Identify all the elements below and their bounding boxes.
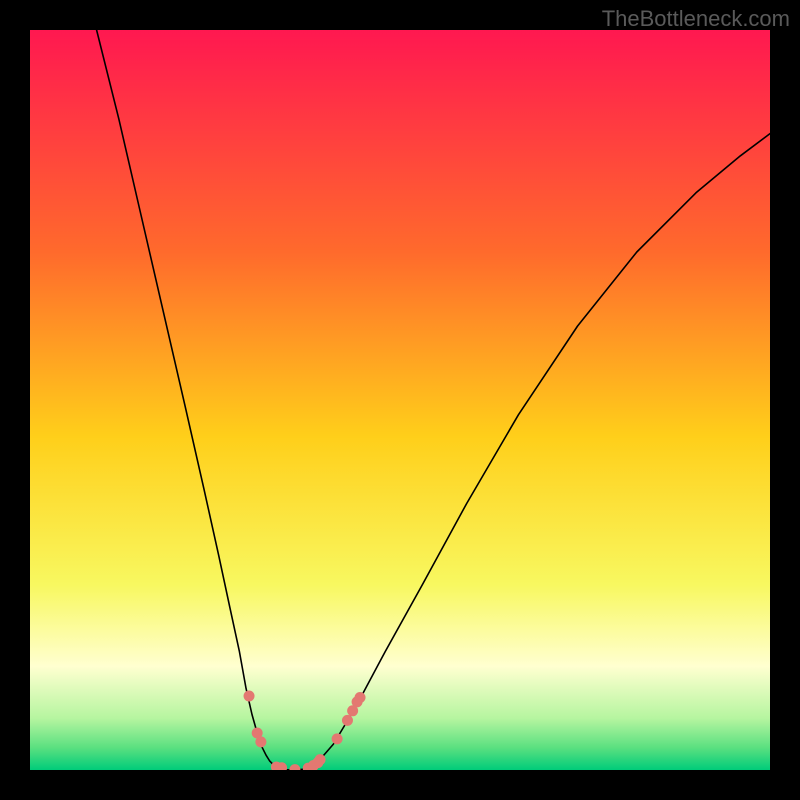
data-marker [342,715,353,726]
plot-background [30,30,770,770]
plot-svg [30,30,770,770]
data-marker [255,736,266,747]
data-marker [244,691,255,702]
data-marker [332,733,343,744]
plot-area [30,30,770,770]
data-marker [355,692,366,703]
data-marker [315,754,326,765]
watermark: TheBottleneck.com [602,6,790,32]
